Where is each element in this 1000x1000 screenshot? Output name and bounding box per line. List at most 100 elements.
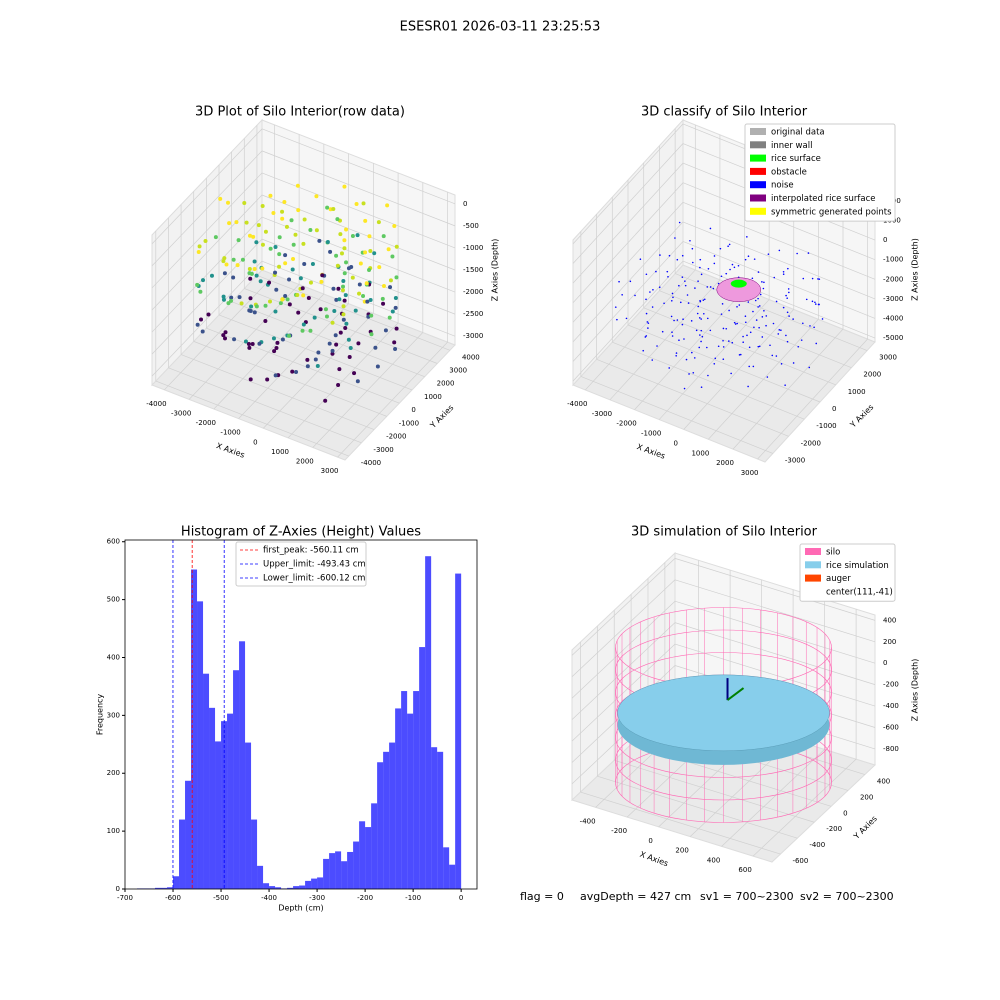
grid-line (155, 380, 349, 457)
point (352, 371, 357, 376)
grid-line (571, 622, 676, 720)
bar (257, 865, 264, 889)
bar (455, 573, 462, 889)
point (753, 258, 756, 260)
z-tick-label: -200 (883, 681, 899, 689)
legend-swatch (750, 141, 766, 149)
point (294, 370, 299, 375)
point (700, 340, 702, 343)
legend-label: first_peak: -560.11 cm (263, 546, 359, 556)
point (315, 363, 320, 368)
grid-line (151, 194, 263, 311)
grid-line (572, 221, 684, 343)
point (699, 299, 701, 302)
point (375, 364, 380, 369)
point (273, 270, 278, 275)
point (310, 262, 315, 267)
bar (155, 887, 162, 889)
y-axis-label: Y Axies (848, 403, 876, 431)
subplot-title: 3D Plot of Silo Interior(row data) (195, 105, 405, 120)
point (645, 312, 648, 315)
point (703, 298, 706, 301)
point (280, 297, 285, 302)
point (670, 315, 673, 318)
point (206, 312, 211, 317)
point (671, 292, 674, 295)
point (350, 234, 355, 239)
point (748, 346, 751, 349)
point (752, 365, 755, 368)
grid-line (151, 172, 263, 289)
y-axis-label: Y Axies (428, 403, 456, 431)
point (786, 340, 789, 343)
point (733, 321, 736, 324)
point (229, 295, 234, 300)
point (392, 223, 397, 228)
point (766, 376, 769, 378)
y-tick-label: -4000 (361, 459, 381, 467)
bar (287, 887, 294, 889)
grid-line (218, 314, 413, 391)
point (334, 297, 339, 302)
x-tick-label: 600 (738, 866, 751, 874)
grid-line (571, 558, 676, 656)
point (393, 346, 398, 351)
grid-line (627, 324, 821, 403)
point (784, 384, 786, 386)
point (343, 325, 348, 330)
point (372, 251, 377, 256)
point (339, 251, 344, 256)
grid-line (612, 341, 805, 420)
x-tick-label: 400 (707, 856, 720, 864)
grid-line (614, 759, 815, 823)
point (737, 264, 740, 267)
point (260, 242, 265, 247)
point (337, 297, 342, 302)
point (221, 294, 226, 299)
point (712, 287, 715, 290)
point (341, 304, 346, 309)
point (744, 315, 747, 318)
point (780, 363, 783, 365)
bar (359, 821, 366, 889)
grid-line (312, 332, 424, 448)
point (713, 262, 716, 265)
z-tick-label: -3000 (463, 332, 483, 340)
x-axis-label: X Axies (215, 441, 246, 460)
grid-line (261, 260, 456, 337)
point (341, 312, 346, 317)
z-tick-label: 0 (883, 236, 887, 244)
point (675, 352, 678, 354)
point (802, 277, 805, 280)
point (361, 293, 366, 298)
legend-label: original data (771, 128, 825, 138)
z-tick-label: -1500 (463, 266, 483, 274)
x-tick-label: -200 (357, 894, 373, 902)
legend-label: rice surface (771, 154, 821, 164)
bar (311, 878, 318, 889)
point (678, 339, 680, 342)
x-tick-label: -600 (165, 894, 181, 902)
y-tick-label: -1000 (816, 422, 836, 430)
auger (726, 687, 745, 701)
illustration (615, 607, 832, 823)
point (331, 286, 336, 291)
point (319, 279, 324, 284)
point (277, 252, 282, 257)
grid-line (572, 143, 684, 264)
point (387, 315, 392, 320)
point (814, 303, 817, 305)
bar (341, 861, 348, 889)
point (388, 278, 393, 283)
point (394, 244, 399, 249)
x-tick-label: -1000 (220, 429, 240, 437)
footer-text: sv1 = 700~2300 (700, 890, 794, 903)
y-axis-label: Y Axies (851, 814, 879, 842)
legend-swatch (750, 154, 766, 162)
x-tick-label: -3000 (171, 409, 191, 417)
subplot-title: 3D classify of Silo Interior (641, 105, 808, 120)
point (778, 329, 781, 331)
point (758, 326, 760, 329)
z-tick-label: -1000 (883, 256, 903, 264)
x-tick-label: -2000 (196, 419, 216, 427)
